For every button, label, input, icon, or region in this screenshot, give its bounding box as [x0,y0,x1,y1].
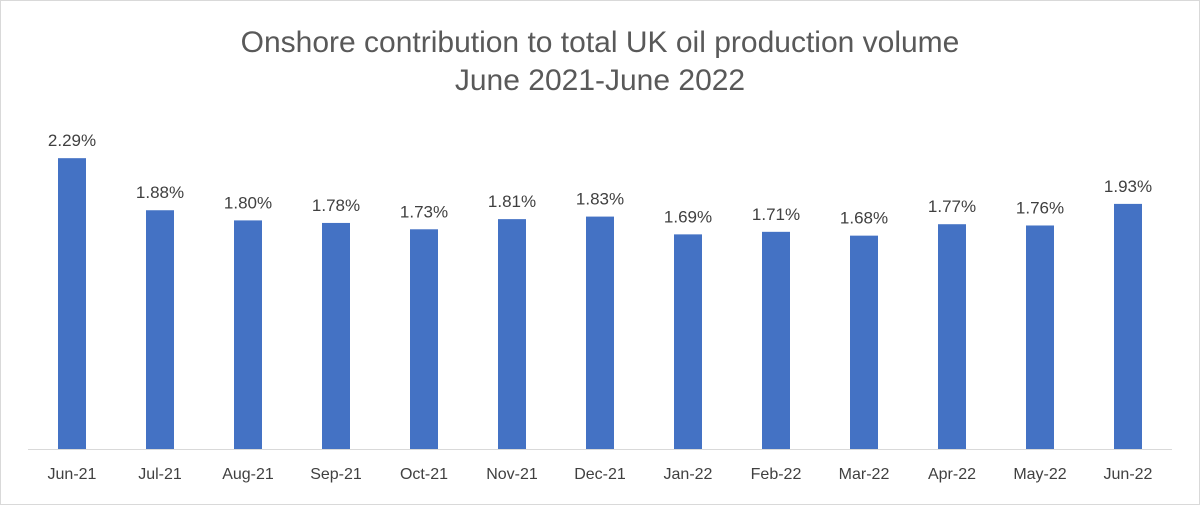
x-tick-label: Mar-22 [839,466,890,483]
bar [234,220,262,449]
chart-title: Onshore contribution to total UK oil pro… [0,24,1200,100]
bar [938,224,966,449]
x-tick-label: Nov-21 [486,466,538,483]
x-tick-label: Oct-21 [400,466,448,483]
x-tick-label: Jun-21 [48,466,97,483]
data-label: 1.78% [312,196,360,215]
data-label: 1.69% [664,207,712,226]
x-tick-label: Jul-21 [138,466,182,483]
x-tick-label: Sep-21 [310,466,362,483]
bar [762,231,790,449]
data-label: 1.88% [136,183,184,202]
data-label: 1.81% [488,192,536,211]
data-label: 2.29% [48,131,96,150]
bar [1026,225,1054,449]
bar [146,210,174,449]
x-tick-label: Jan-22 [664,466,713,483]
data-label: 1.73% [400,202,448,221]
bar [586,216,614,449]
bar [322,222,350,449]
x-tick-label: Apr-22 [928,466,976,483]
data-label: 1.93% [1104,177,1152,196]
bar [1114,203,1142,449]
bar [674,234,702,449]
x-tick-label: May-22 [1013,466,1066,483]
bar [498,219,526,449]
data-label: 1.76% [1016,198,1064,217]
bar [58,158,86,450]
x-tick-label: Aug-21 [222,466,274,483]
bar [410,229,438,449]
bar [850,235,878,449]
data-label: 1.80% [224,193,272,212]
data-label: 1.77% [928,197,976,216]
chart-title-main: Onshore contribution to total UK oil pro… [240,26,960,59]
x-tick-label: Jun-22 [1104,466,1153,483]
chart-subtitle: June 2021-June 2022 [454,64,746,97]
data-label: 1.68% [840,209,888,228]
data-label: 1.71% [752,205,800,224]
data-label: 1.83% [576,190,624,209]
x-tick-label: Dec-21 [574,466,626,483]
x-tick-label: Feb-22 [751,466,802,483]
